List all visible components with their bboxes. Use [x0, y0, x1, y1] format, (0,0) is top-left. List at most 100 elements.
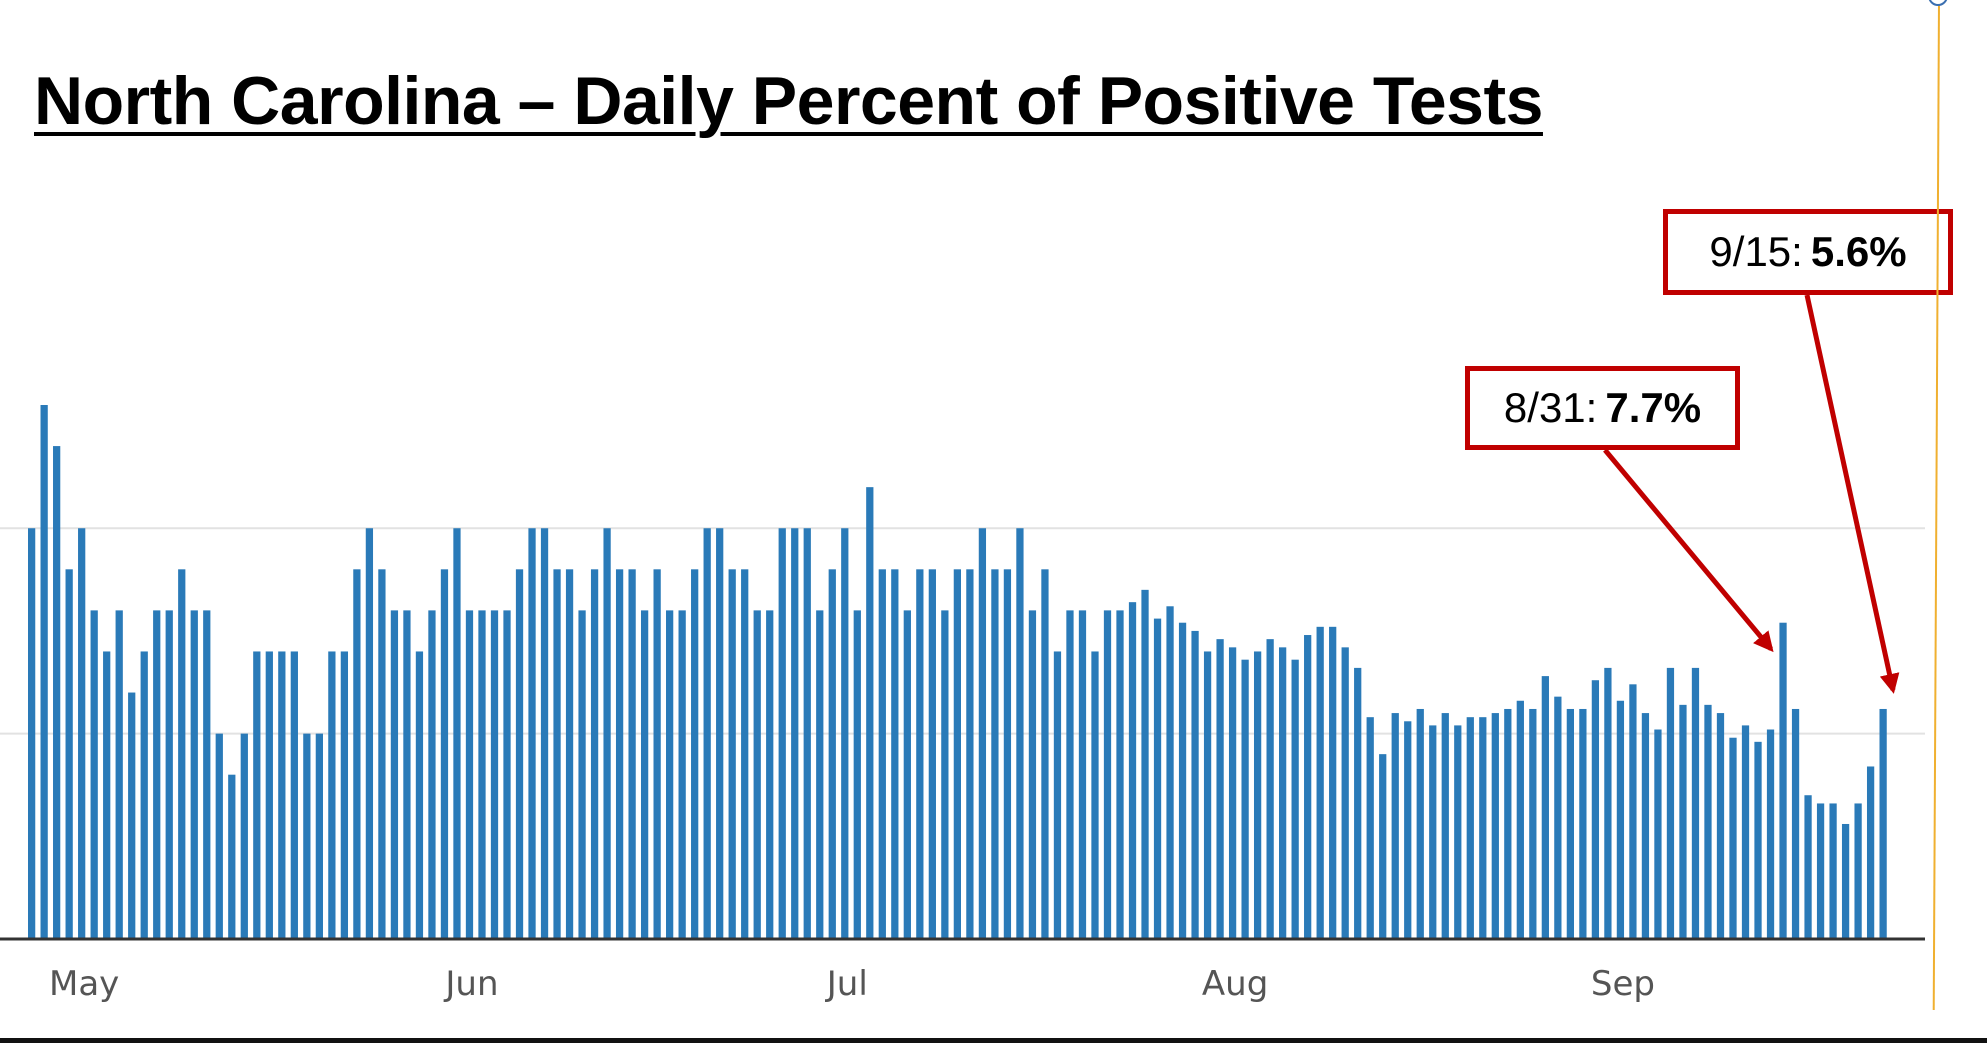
bar — [428, 610, 436, 939]
bar — [1791, 708, 1800, 939]
bar — [1291, 659, 1299, 939]
bar — [303, 733, 311, 939]
bar — [1841, 823, 1850, 939]
bar — [1691, 667, 1700, 939]
bar — [1466, 717, 1474, 939]
bar — [465, 610, 474, 939]
callout-arrows — [1603, 294, 1900, 694]
x-tick-label-jul: Jul — [825, 964, 868, 1004]
gridlines — [0, 527, 1925, 735]
bar — [1654, 729, 1662, 939]
bar — [728, 569, 736, 939]
bar — [841, 528, 849, 939]
bar — [766, 610, 774, 939]
bar — [1354, 667, 1362, 939]
bar — [228, 774, 236, 939]
bar — [140, 651, 148, 939]
x-tick-label-aug: Aug — [1202, 964, 1268, 1004]
bar — [1479, 717, 1487, 939]
bar — [240, 733, 248, 939]
bar — [353, 569, 361, 939]
bar — [1804, 795, 1812, 939]
bar — [1641, 713, 1650, 939]
bar — [628, 569, 636, 939]
bar — [40, 405, 48, 939]
bar — [453, 528, 461, 939]
bar — [1053, 651, 1062, 939]
bar — [365, 528, 374, 939]
slide-title: North Carolina – Daily Percent of Positi… — [34, 63, 1543, 139]
bar — [653, 569, 661, 939]
bar — [1391, 713, 1399, 939]
bar — [891, 569, 899, 939]
bar — [1454, 725, 1462, 939]
bar — [1016, 528, 1024, 939]
bar — [1279, 647, 1287, 939]
bar — [590, 569, 599, 939]
bar — [666, 610, 674, 939]
arrow-sep15 — [1804, 294, 1900, 694]
bar — [440, 569, 449, 939]
bar — [1879, 708, 1887, 939]
bar — [1153, 618, 1162, 939]
bar — [1754, 741, 1762, 939]
bar — [515, 569, 524, 939]
bar — [540, 528, 549, 939]
bar — [178, 569, 186, 939]
bar — [991, 569, 999, 939]
bar — [128, 692, 136, 939]
bar — [828, 569, 836, 939]
bar — [953, 569, 961, 939]
bar — [753, 610, 761, 939]
bar — [1529, 708, 1537, 939]
bar — [1541, 676, 1549, 939]
x-tick-label-may: May — [49, 964, 119, 1004]
bar — [278, 651, 286, 939]
bar — [603, 528, 611, 939]
callout-sep15-date: 9/15: — [1709, 228, 1803, 275]
bar — [390, 610, 399, 939]
bar — [615, 569, 624, 939]
bar — [1491, 713, 1499, 939]
bar — [403, 610, 411, 939]
bar — [215, 733, 223, 939]
bar — [1404, 721, 1412, 939]
bar — [1704, 704, 1712, 939]
bar — [1854, 803, 1862, 939]
bar — [253, 651, 261, 939]
bar — [1178, 622, 1187, 939]
bar — [1366, 717, 1374, 939]
bar — [716, 528, 724, 939]
bar — [1816, 803, 1825, 939]
callout-aug31-date: 8/31: — [1503, 384, 1598, 431]
bar — [741, 569, 749, 939]
bar — [103, 651, 111, 939]
bar — [478, 610, 486, 939]
bar — [1679, 704, 1687, 939]
bar — [1203, 651, 1212, 939]
bar — [553, 569, 561, 939]
bar — [853, 610, 861, 939]
bar — [903, 610, 911, 939]
bar — [1191, 630, 1199, 939]
bar — [190, 610, 198, 939]
callout-sep15: 9/15: 5.6% — [1663, 209, 1953, 295]
bar — [1003, 569, 1012, 939]
bar — [90, 610, 98, 939]
bottom-border — [0, 1038, 1987, 1043]
bar — [678, 610, 686, 939]
bar — [1429, 725, 1437, 939]
arrow-aug31 — [1603, 448, 1774, 653]
bar — [1616, 700, 1625, 939]
bar — [1128, 602, 1137, 939]
bar — [1116, 610, 1124, 939]
bar — [578, 610, 586, 939]
bar — [1441, 713, 1449, 939]
bar — [916, 569, 924, 939]
bar — [1766, 729, 1775, 939]
bar — [1041, 569, 1049, 939]
bar — [1604, 667, 1612, 939]
bar — [1216, 639, 1224, 939]
bar — [778, 528, 786, 939]
